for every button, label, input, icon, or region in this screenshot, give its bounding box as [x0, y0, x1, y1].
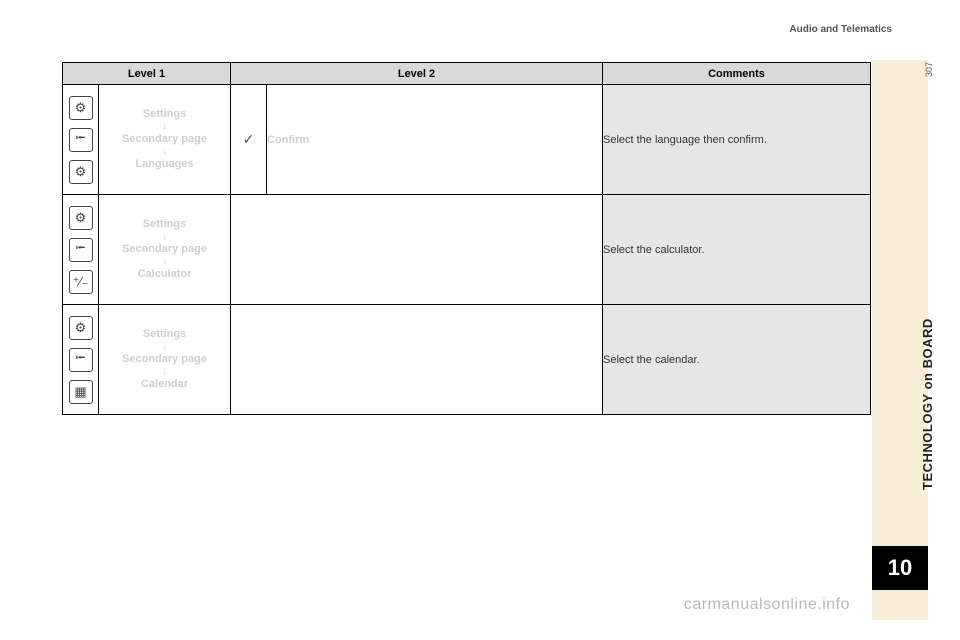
import-icon: ⭰ [69, 128, 93, 152]
th-comments: Comments [603, 63, 871, 85]
path-b: Secondary page [122, 133, 207, 145]
path-a: Settings [143, 218, 186, 230]
path-c: Calculator [138, 268, 192, 280]
path-cell: Settings ↓ Secondary page ↓ Languages [99, 85, 231, 195]
check-icon: ✓ [243, 131, 255, 147]
path-a: Settings [143, 108, 186, 120]
comment-cell: Select the language then confirm. [603, 85, 871, 195]
side-vertical-label: TECHNOLOGY on BOARD [920, 310, 935, 490]
gear-icon: ⚙ [69, 96, 93, 120]
level2-text-cell: Confirm [267, 85, 603, 195]
calc-icon: ⁺⁄₋ [69, 270, 93, 294]
page-number: 307 [924, 62, 934, 77]
calendar-icon: ▦ [69, 380, 93, 404]
icon-cell: ⚙ ⭰ ⚙ [63, 85, 99, 195]
table-header-row: Level 1 Level 2 Comments [63, 63, 871, 85]
path-cell: Settings ↓ Secondary page ↓ Calendar [99, 305, 231, 415]
th-level2: Level 2 [231, 63, 603, 85]
comment-cell: Select the calendar. [603, 305, 871, 415]
import-icon: ⭰ [69, 348, 93, 372]
arrow-down-icon: ↓ [99, 342, 230, 352]
path-c: Languages [135, 158, 193, 170]
arrow-down-icon: ↓ [99, 147, 230, 157]
arrow-down-icon: ↓ [99, 257, 230, 267]
table-row: ⚙ ⭰ ▦ Settings ↓ Secondary page ↓ Calend… [63, 305, 871, 415]
th-level1: Level 1 [63, 63, 231, 85]
chapter-number-box: 10 [872, 546, 928, 590]
path-a: Settings [143, 328, 186, 340]
icon-cell: ⚙ ⭰ ⁺⁄₋ [63, 195, 99, 305]
icon-cell: ⚙ ⭰ ▦ [63, 305, 99, 415]
comment-cell: Select the calculator. [603, 195, 871, 305]
path-b: Secondary page [122, 243, 207, 255]
level2-empty-cell [231, 305, 603, 415]
path-c: Calendar [141, 378, 188, 390]
settings-table: Level 1 Level 2 Comments ⚙ ⭰ ⚙ Settings … [62, 62, 871, 415]
table-row: ⚙ ⭰ ⁺⁄₋ Settings ↓ Secondary page ↓ Calc… [63, 195, 871, 305]
watermark-text: carmanualsonline.info [684, 596, 850, 614]
import-icon: ⭰ [69, 238, 93, 262]
gear-icon: ⚙ [69, 206, 93, 230]
table-row: ⚙ ⭰ ⚙ Settings ↓ Secondary page ↓ Langua… [63, 85, 871, 195]
path-cell: Settings ↓ Secondary page ↓ Calculator [99, 195, 231, 305]
path-b: Secondary page [122, 353, 207, 365]
arrow-down-icon: ↓ [99, 232, 230, 242]
gears-icon: ⚙ [69, 160, 93, 184]
arrow-down-icon: ↓ [99, 367, 230, 377]
arrow-down-icon: ↓ [99, 122, 230, 132]
level2-icon-cell: ✓ [231, 85, 267, 195]
level2-empty-cell [231, 195, 603, 305]
gear-icon: ⚙ [69, 316, 93, 340]
section-header: Audio and Telematics [789, 24, 892, 35]
